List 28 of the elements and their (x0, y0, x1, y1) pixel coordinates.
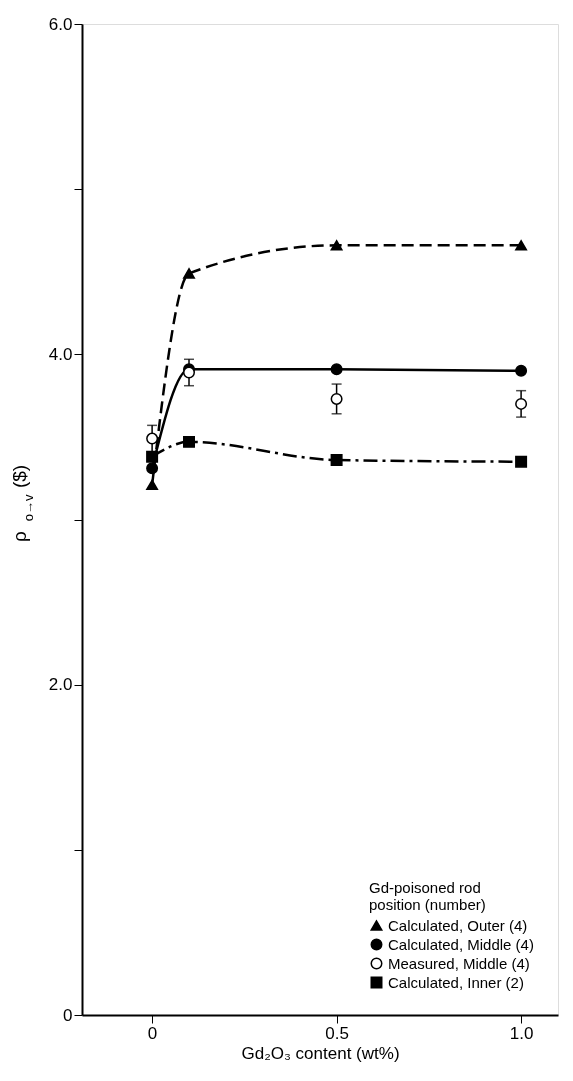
y-tick-label: 0 (63, 1005, 73, 1025)
legend-label: Calculated, Middle (4) (388, 935, 534, 953)
y-tick-label: 4.0 (48, 344, 73, 364)
point (183, 435, 195, 448)
legend-label: Measured, Middle (4) (388, 954, 530, 972)
legend-label: Calculated, Outer (4) (388, 916, 528, 934)
y-tick-label: 2.0 (48, 675, 73, 695)
point (183, 268, 195, 279)
x-tick-label: 0 (147, 1023, 158, 1043)
point (146, 432, 159, 445)
point (515, 364, 528, 377)
point (146, 479, 159, 491)
point (330, 363, 343, 376)
point (146, 450, 159, 463)
legend-label: Calculated, Inner (2) (388, 973, 524, 991)
point (515, 397, 528, 410)
point (330, 240, 343, 251)
point (515, 455, 528, 468)
point (330, 392, 343, 405)
y-axis-title: ρo→v ($) (9, 464, 36, 542)
legend-title: Gd-poisoned rod position (number) (369, 879, 486, 913)
y-tick-label: 6.0 (48, 14, 73, 34)
x-tick-label: 1.0 (509, 1023, 534, 1043)
point (515, 240, 528, 251)
x-tick-label: 0.5 (325, 1023, 349, 1043)
x-axis-title: Gd₂O₃ content (wt%) (241, 1043, 400, 1063)
point (330, 454, 343, 467)
point (146, 462, 159, 475)
